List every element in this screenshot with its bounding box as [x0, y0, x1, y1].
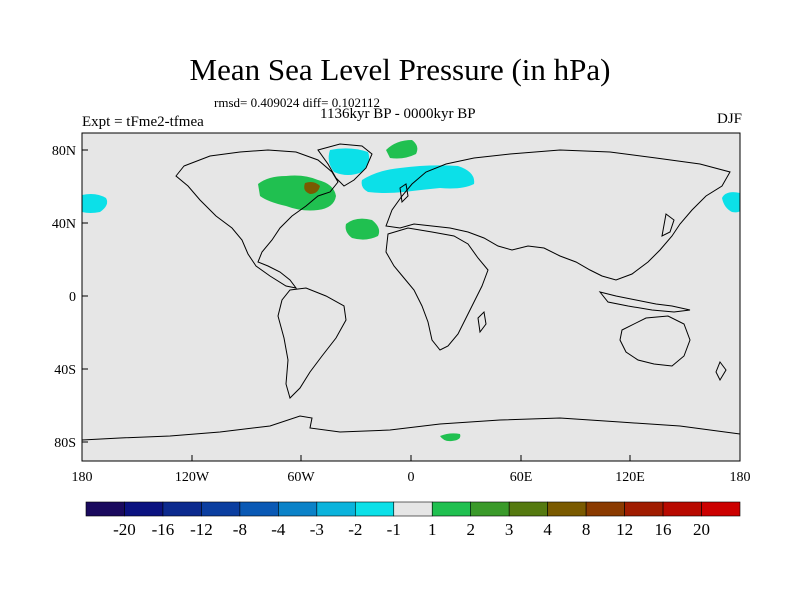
coastline-uk — [399, 183, 409, 204]
colorbar-label: -20 — [113, 520, 136, 539]
colorbar-swatch — [624, 501, 664, 517]
experiment-label: Expt = tFme2-tfmea — [82, 114, 204, 130]
lon-label-120w: 120W — [175, 470, 210, 485]
lat-ticks — [82, 149, 88, 443]
colorbar-swatch — [585, 501, 625, 517]
coastline-australia — [619, 315, 691, 367]
colorbar-label: 1 — [428, 520, 437, 539]
anomaly-mid-atlantic — [345, 218, 380, 240]
colorbar-swatch — [508, 501, 548, 517]
colorbar-swatch — [239, 501, 279, 517]
coastline-greenland — [317, 143, 373, 187]
lat-label-40n: 40N — [52, 217, 76, 232]
coastline-south-america — [277, 287, 347, 399]
colorbar-label: 3 — [505, 520, 514, 539]
lat-label-0: 0 — [69, 290, 76, 305]
colorbar-label: 16 — [655, 520, 672, 539]
anomaly-greenland — [328, 148, 370, 175]
coastline-madagascar — [477, 310, 487, 334]
anomaly-patches — [82, 140, 740, 442]
anomaly-north-pacific-west — [82, 194, 108, 213]
lon-ticks — [81, 455, 741, 461]
colorbar-label: -3 — [310, 520, 324, 539]
coastline-indonesia — [598, 291, 691, 313]
coastline-japan — [661, 213, 675, 237]
lon-labels: 180 120W 60W 0 60E 120E 180 — [72, 470, 751, 485]
lat-label-40s: 40S — [54, 363, 76, 378]
anomaly-north-pacific-east — [722, 192, 740, 213]
lat-label-80s: 80S — [54, 436, 76, 451]
colorbar-swatch — [201, 501, 241, 517]
colorbar-swatch — [393, 501, 433, 517]
colorbar-label: -2 — [348, 520, 362, 539]
colorbar-swatch — [124, 501, 164, 517]
colorbar-swatch — [431, 501, 472, 517]
lon-label-0: 0 — [408, 470, 415, 485]
anomaly-north-america-core — [304, 182, 320, 194]
colorbar-label: -12 — [190, 520, 213, 539]
coastline-antarctica — [81, 415, 741, 441]
colorbar-label: -1 — [387, 520, 401, 539]
colorbar-label: -16 — [152, 520, 175, 539]
colorbar-swatch — [316, 501, 356, 517]
season-label: DJF — [716, 111, 742, 127]
colorbar-swatch — [470, 501, 510, 517]
anomaly-iceland — [386, 140, 418, 159]
anomaly-antarctic — [440, 433, 461, 442]
colorbar-label: -8 — [233, 520, 247, 539]
colorbar-label: 2 — [466, 520, 475, 539]
period-text: 1136kyr BP - 0000kyr BP — [320, 106, 476, 122]
colorbar: -20 -16 -12 -8 -4 -3 -2 -1 1 2 3 4 8 12 16 20 — [85, 501, 741, 539]
lon-label-60e: 60E — [510, 470, 533, 485]
coastline-new-zealand — [715, 360, 727, 382]
coastlines — [81, 143, 741, 441]
map-title: Mean Sea Level Pressure (in hPa) — [189, 52, 611, 87]
colorbar-swatch — [547, 501, 587, 517]
colorbar-swatch — [85, 501, 125, 517]
colorbar-swatch — [354, 501, 395, 517]
colorbar-swatch — [662, 501, 702, 517]
stats-text: rmsd= 0.409024 diff= 0.102112 — [214, 95, 380, 110]
lon-label-120e: 120E — [615, 470, 645, 485]
coastline-eurasia — [385, 149, 731, 281]
lon-label-180e: 180 — [730, 470, 751, 485]
colorbar-swatch — [162, 501, 202, 517]
coastline-north-america — [175, 149, 339, 289]
colorbar-label: 8 — [582, 520, 591, 539]
lat-label-80n: 80N — [52, 144, 76, 159]
colorbar-swatch — [701, 501, 741, 517]
lon-label-60w: 60W — [287, 470, 315, 485]
colorbar-label: 12 — [616, 520, 633, 539]
colorbar-swatch — [278, 501, 318, 517]
colorbar-label: -4 — [271, 520, 286, 539]
lon-label-180w: 180 — [72, 470, 93, 485]
coastline-africa — [385, 227, 489, 351]
colorbar-label: 4 — [543, 520, 552, 539]
map-area: 80N 40N 0 40S 80S 180 120W 60W 0 60E 120… — [52, 132, 751, 485]
lat-labels: 80N 40N 0 40S 80S — [52, 144, 76, 451]
colorbar-label: 20 — [693, 520, 710, 539]
